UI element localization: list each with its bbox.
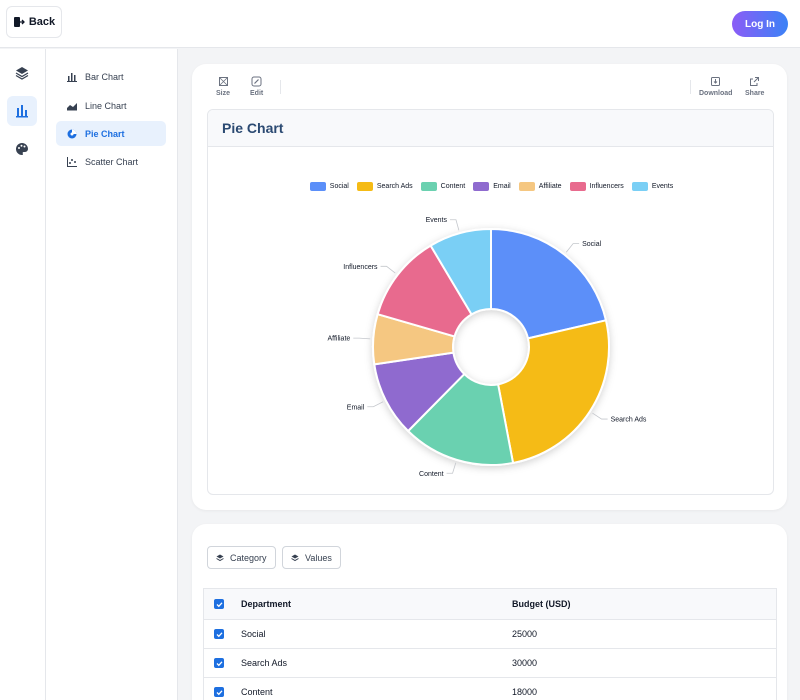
slice-label-leader (353, 338, 370, 339)
check-icon (216, 689, 223, 696)
back-button[interactable]: Back (6, 6, 62, 38)
toolbar-divider (280, 80, 281, 94)
cell-budget: 18000 (512, 687, 537, 697)
table-header-row: Department Budget (USD) (204, 589, 776, 620)
pie-chart-icon (67, 129, 77, 139)
chart-type-line[interactable]: Line Chart (56, 93, 166, 118)
edit-icon (251, 76, 262, 87)
exit-icon (13, 16, 25, 28)
table-row[interactable]: Search Ads 30000 (204, 649, 776, 678)
chart-panel: Pie Chart Social Search Ads Content Email Af… (207, 109, 774, 495)
slice-label-leader (450, 220, 459, 231)
table-row[interactable]: Social 25000 (204, 620, 776, 649)
resize-icon (218, 76, 229, 87)
back-label: Back (29, 16, 55, 28)
size-button[interactable]: Size (216, 76, 230, 97)
chart-type-list: Bar Chart Line Chart Pie Chart Scatter C… (46, 49, 178, 700)
login-button[interactable]: Log In (732, 11, 788, 37)
scatter-chart-icon (67, 157, 77, 167)
slice-label-leader (447, 463, 456, 474)
slice-label: Content (419, 471, 444, 478)
row-checkbox[interactable] (214, 629, 224, 639)
pie-chart: Social Search Ads Content Email Affiliate Inf… (208, 110, 774, 495)
slice-label: Search Ads (611, 417, 647, 424)
values-chip[interactable]: Values (282, 546, 341, 569)
share-icon (749, 76, 760, 87)
category-chip[interactable]: Category (207, 546, 276, 569)
slice-label-leader (367, 402, 383, 407)
row-checkbox[interactable] (214, 658, 224, 668)
icon-rail (0, 49, 46, 700)
cell-department: Search Ads (241, 658, 287, 668)
chip-label: Category (230, 553, 267, 563)
palette-icon (15, 142, 29, 156)
rail-item-charts[interactable] (7, 96, 37, 126)
edit-label: Edit (250, 90, 263, 97)
download-button[interactable]: Download (699, 76, 732, 97)
cell-department: Content (241, 687, 273, 697)
select-all-checkbox[interactable] (214, 599, 224, 609)
slice-label: Events (426, 217, 448, 224)
layers-icon (216, 554, 224, 562)
table-row[interactable]: Content 18000 (204, 678, 776, 700)
chart-type-scatter[interactable]: Scatter Chart (56, 149, 166, 174)
check-icon (216, 601, 223, 608)
chart-type-label: Pie Chart (85, 129, 125, 139)
data-table-card: Category Values Department Budget (USD) … (192, 524, 787, 700)
layers-icon (291, 554, 299, 562)
chart-type-label: Line Chart (85, 101, 127, 111)
check-icon (216, 660, 223, 667)
chart-type-pie[interactable]: Pie Chart (56, 121, 166, 146)
cell-budget: 25000 (512, 629, 537, 639)
slice-label: Affiliate (327, 336, 350, 343)
bar-chart-icon (67, 72, 77, 82)
top-bar: Back Log In (0, 0, 800, 48)
chart-card: Size Edit Download Share Pie Chart Socia… (192, 64, 787, 510)
rail-item-palette[interactable] (7, 134, 37, 164)
download-icon (710, 76, 721, 87)
chart-type-label: Scatter Chart (85, 157, 138, 167)
chart-type-label: Bar Chart (85, 72, 124, 82)
line-chart-icon (67, 101, 77, 111)
slice-label-leader (566, 244, 579, 253)
pie-slice[interactable] (498, 320, 609, 463)
toolbar-divider (690, 80, 691, 94)
edit-button[interactable]: Edit (250, 76, 263, 97)
column-header-budget[interactable]: Budget (USD) (512, 599, 571, 609)
share-button[interactable]: Share (745, 76, 764, 97)
slice-label-leader (381, 266, 396, 273)
slice-label-leader (592, 413, 607, 419)
download-label: Download (699, 90, 732, 97)
cell-budget: 30000 (512, 658, 537, 668)
chart-type-bar[interactable]: Bar Chart (56, 64, 166, 89)
column-header-department[interactable]: Department (241, 599, 291, 609)
slice-label: Email (347, 404, 365, 411)
chip-label: Values (305, 553, 332, 563)
rail-item-layers[interactable] (7, 58, 37, 88)
size-label: Size (216, 90, 230, 97)
bar-chart-icon (15, 104, 29, 118)
share-label: Share (745, 90, 764, 97)
check-icon (216, 631, 223, 638)
slice-label: Social (582, 241, 602, 248)
row-checkbox[interactable] (214, 687, 224, 697)
slice-label: Influencers (343, 264, 378, 271)
cell-department: Social (241, 629, 266, 639)
data-table: Department Budget (USD) Social 25000 Sea… (203, 588, 777, 700)
layers-icon (15, 66, 29, 80)
